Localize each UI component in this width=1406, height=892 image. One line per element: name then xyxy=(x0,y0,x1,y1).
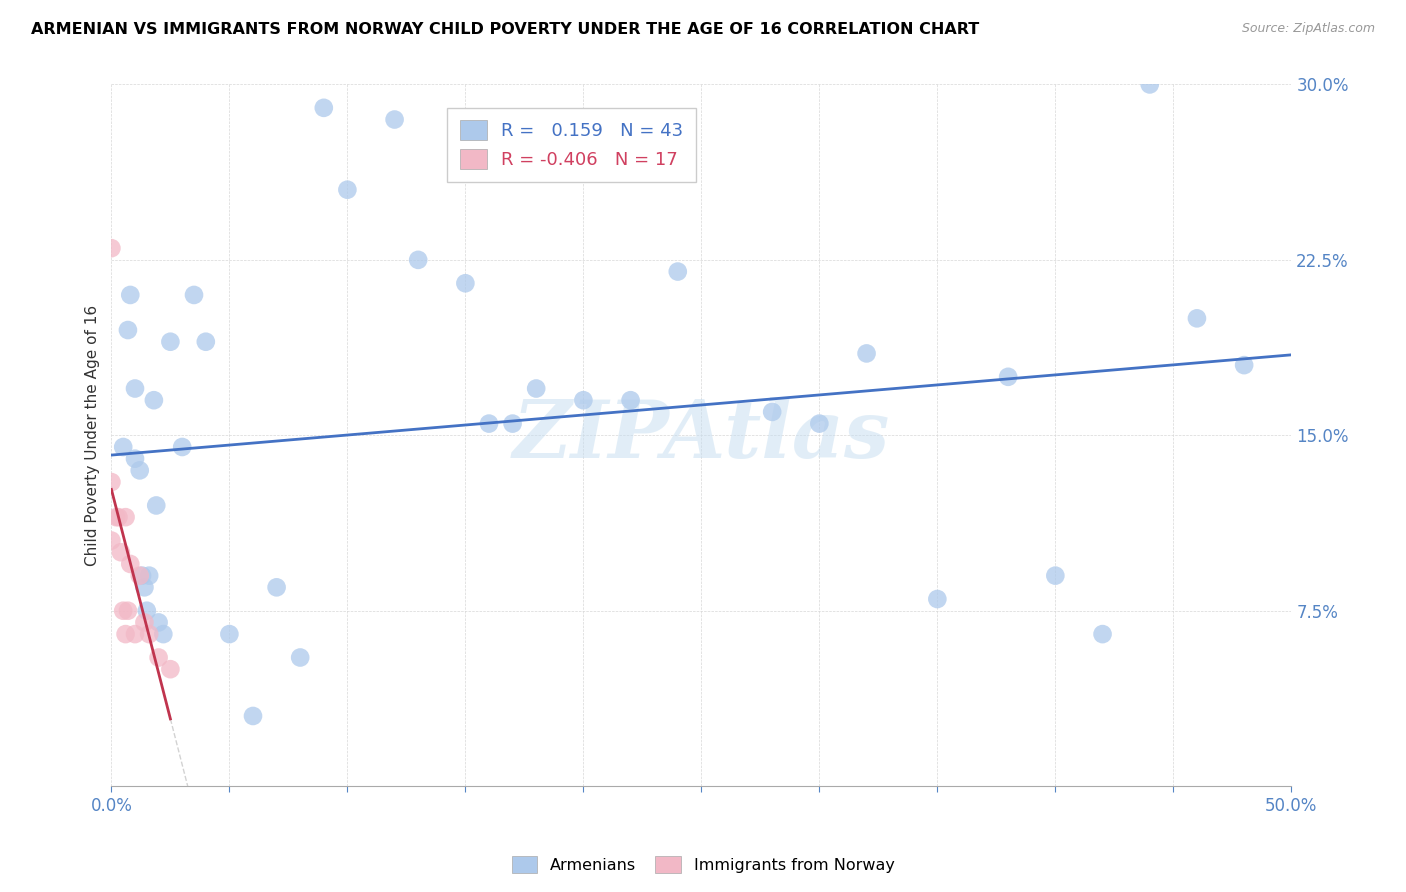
Point xyxy=(384,112,406,127)
Point xyxy=(134,615,156,630)
Point xyxy=(100,533,122,548)
Point xyxy=(1091,627,1114,641)
Text: ZIPAtlas: ZIPAtlas xyxy=(513,397,890,474)
Point xyxy=(619,393,641,408)
Point xyxy=(194,334,217,349)
Point xyxy=(148,650,170,665)
Point xyxy=(312,101,335,115)
Point xyxy=(120,557,142,571)
Point xyxy=(666,264,689,278)
Point xyxy=(128,568,150,582)
Point xyxy=(124,627,146,641)
Text: ARMENIAN VS IMMIGRANTS FROM NORWAY CHILD POVERTY UNDER THE AGE OF 16 CORRELATION: ARMENIAN VS IMMIGRANTS FROM NORWAY CHILD… xyxy=(31,22,979,37)
Point xyxy=(524,382,547,396)
Point xyxy=(117,323,139,337)
Point xyxy=(128,463,150,477)
Point xyxy=(131,568,153,582)
Point xyxy=(159,662,181,676)
Point xyxy=(997,369,1019,384)
Point xyxy=(142,393,165,408)
Point xyxy=(100,475,122,489)
Y-axis label: Child Poverty Under the Age of 16: Child Poverty Under the Age of 16 xyxy=(86,305,100,566)
Point xyxy=(120,288,142,302)
Point xyxy=(218,627,240,641)
Point xyxy=(138,627,160,641)
Point xyxy=(266,580,288,594)
Point xyxy=(110,545,132,559)
Legend: Armenians, Immigrants from Norway: Armenians, Immigrants from Norway xyxy=(505,849,901,880)
Point xyxy=(336,183,359,197)
Point xyxy=(502,417,524,431)
Point xyxy=(406,252,429,267)
Legend: R =   0.159   N = 43, R = -0.406   N = 17: R = 0.159 N = 43, R = -0.406 N = 17 xyxy=(447,108,696,182)
Point xyxy=(112,604,135,618)
Point xyxy=(808,417,831,431)
Point xyxy=(124,382,146,396)
Point xyxy=(100,241,122,255)
Point xyxy=(927,592,949,607)
Point xyxy=(114,510,136,524)
Point xyxy=(105,510,128,524)
Point xyxy=(761,405,783,419)
Point xyxy=(242,709,264,723)
Point xyxy=(290,650,312,665)
Point xyxy=(572,393,595,408)
Point xyxy=(183,288,205,302)
Point xyxy=(114,627,136,641)
Point xyxy=(478,417,501,431)
Point xyxy=(159,334,181,349)
Point xyxy=(172,440,194,454)
Point xyxy=(138,568,160,582)
Point xyxy=(1139,78,1161,92)
Point xyxy=(112,440,135,454)
Point xyxy=(1185,311,1208,326)
Point xyxy=(145,499,167,513)
Point xyxy=(134,580,156,594)
Point xyxy=(117,604,139,618)
Point xyxy=(148,615,170,630)
Point xyxy=(855,346,877,360)
Text: Source: ZipAtlas.com: Source: ZipAtlas.com xyxy=(1241,22,1375,36)
Point xyxy=(1045,568,1067,582)
Point xyxy=(152,627,174,641)
Point xyxy=(135,604,157,618)
Point xyxy=(107,510,129,524)
Point xyxy=(124,451,146,466)
Point xyxy=(454,277,477,291)
Point xyxy=(1233,358,1256,372)
